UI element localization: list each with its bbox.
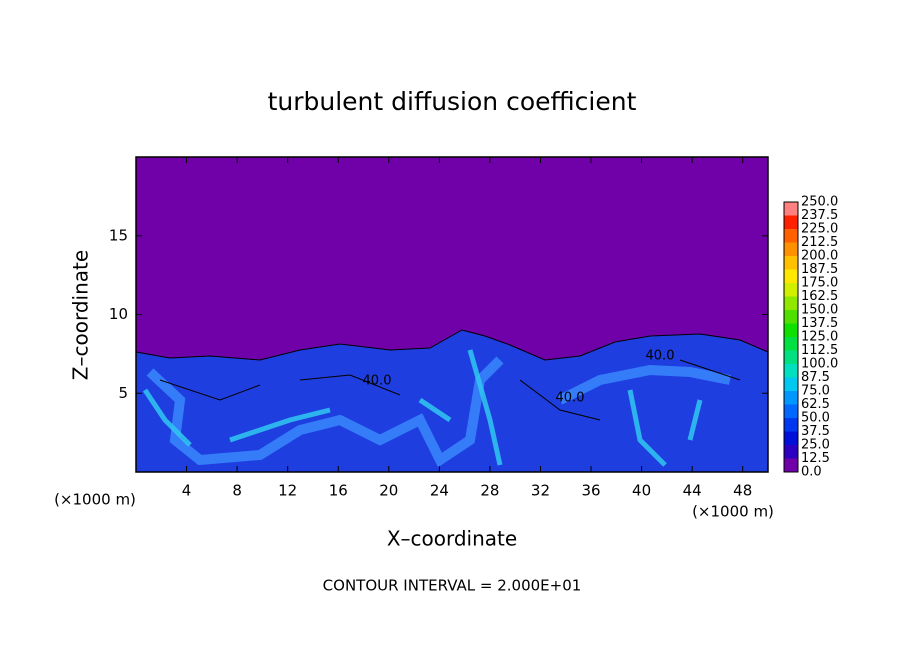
x-unit: (×1000 m) bbox=[692, 503, 774, 521]
colorbar-label: 162.5 bbox=[801, 289, 838, 304]
colorbar-bin bbox=[784, 310, 798, 324]
colorbar-bin bbox=[784, 364, 798, 378]
colorbar-bin bbox=[784, 269, 798, 283]
colorbar-bin bbox=[784, 445, 798, 459]
colorbar-label: 137.5 bbox=[801, 316, 838, 331]
y-unit: (×1000 m) bbox=[54, 491, 136, 509]
colorbar-bin bbox=[784, 256, 798, 270]
field-streak bbox=[142, 349, 703, 467]
x-axis-label: X–coordinate bbox=[387, 527, 517, 551]
colorbar-label: 87.5 bbox=[801, 370, 830, 385]
colorbar-bin bbox=[784, 215, 798, 229]
colorbar-label: 175.0 bbox=[801, 276, 838, 291]
x-tick-label: 32 bbox=[531, 482, 550, 500]
x-tick-label: 24 bbox=[430, 482, 449, 500]
x-tick-label: 8 bbox=[232, 482, 242, 500]
x-tick-label: 48 bbox=[733, 482, 752, 500]
colorbar-label: 12.5 bbox=[801, 451, 830, 466]
colorbar-bin bbox=[784, 418, 798, 432]
colorbar-label: 212.5 bbox=[801, 235, 838, 250]
colorbar-frame bbox=[783, 201, 799, 473]
colorbar-label: 150.0 bbox=[801, 303, 838, 318]
colorbar-label: 125.0 bbox=[801, 330, 838, 345]
x-tick-label: 44 bbox=[683, 482, 702, 500]
colorbar-bin bbox=[784, 458, 798, 472]
colorbar-label: 62.5 bbox=[801, 397, 830, 412]
x-tick-label: 36 bbox=[581, 482, 600, 500]
colorbar-bin bbox=[784, 377, 798, 391]
colorbar-bin bbox=[784, 404, 798, 418]
y-tick-label: 10 bbox=[109, 305, 128, 323]
x-tick-label: 4 bbox=[182, 482, 192, 500]
colorbar-label: 112.5 bbox=[801, 343, 838, 358]
colorbar-bin bbox=[784, 296, 798, 310]
colorbar-label: 37.5 bbox=[801, 424, 830, 439]
x-tick-label: 20 bbox=[379, 482, 398, 500]
contour-label: 40.0 bbox=[363, 374, 392, 389]
colorbar-label: 25.0 bbox=[801, 438, 830, 453]
contour-label: 40.0 bbox=[646, 349, 675, 364]
colorbar-bin bbox=[784, 229, 798, 243]
colorbar-label: 250.0 bbox=[801, 195, 838, 210]
colorbar-label: 200.0 bbox=[801, 249, 838, 264]
y-tick-label: 5 bbox=[118, 384, 128, 402]
y-axis-label: Z–coordinate bbox=[69, 250, 93, 380]
colorbar-bin bbox=[784, 350, 798, 364]
colorbar-label: 225.0 bbox=[801, 222, 838, 237]
colorbar-bin bbox=[784, 391, 798, 405]
colorbar-bin bbox=[784, 337, 798, 351]
colorbar-label: 237.5 bbox=[801, 208, 838, 223]
footnote: CONTOUR INTERVAL = 2.000E+01 bbox=[323, 577, 582, 595]
colorbar-bin bbox=[784, 431, 798, 445]
colorbar-label: 75.0 bbox=[801, 384, 830, 399]
x-tick-label: 16 bbox=[329, 482, 348, 500]
colorbar-label: 0.0 bbox=[801, 465, 822, 480]
chart-title: turbulent diffusion coefficient bbox=[268, 87, 637, 116]
colorbar-label: 50.0 bbox=[801, 411, 830, 426]
field bbox=[135, 156, 769, 473]
field-streak bbox=[146, 356, 731, 468]
colorbar-bin bbox=[784, 323, 798, 337]
colorbar-bin bbox=[784, 283, 798, 297]
y-tick-label: 15 bbox=[109, 226, 128, 244]
colorbar-bin bbox=[784, 242, 798, 256]
x-tick-label: 40 bbox=[632, 482, 651, 500]
contour-line bbox=[159, 359, 741, 421]
colorbar-label: 100.0 bbox=[801, 357, 838, 372]
x-tick-label: 28 bbox=[480, 482, 499, 500]
colorbar-bin bbox=[784, 202, 798, 216]
contour-label: 40.0 bbox=[556, 391, 585, 406]
x-tick-label: 12 bbox=[278, 482, 297, 500]
colorbar-label: 187.5 bbox=[801, 262, 838, 277]
